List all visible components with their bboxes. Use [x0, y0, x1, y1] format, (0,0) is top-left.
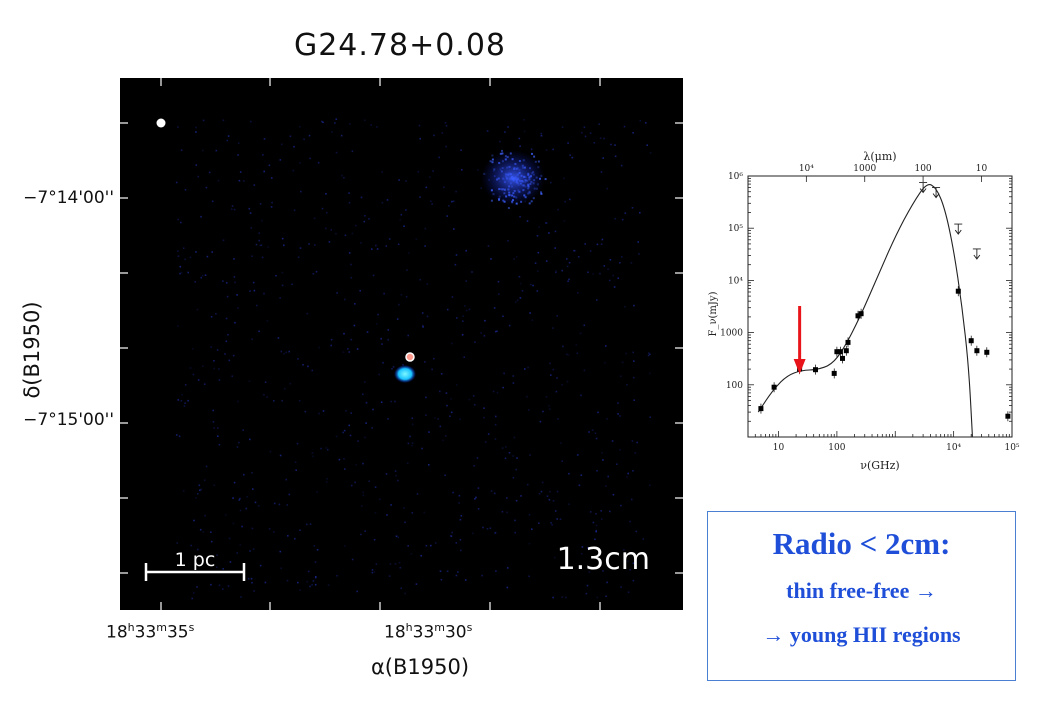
- northern-emission-blob: [481, 150, 545, 206]
- map-xlabel: α(B1950): [370, 655, 470, 679]
- sed-plot-frame: [747, 175, 1013, 438]
- ra-tick-label: 18h33m30s: [384, 621, 473, 643]
- beam-marker: [156, 118, 166, 128]
- map-title: G24.78+0.08: [293, 28, 507, 63]
- radio-map-panel: 1 pc 1.3cm: [120, 78, 683, 610]
- sed-y-tick-label: 10⁶: [728, 172, 743, 182]
- sed-upper-limit: [932, 187, 941, 199]
- sed-y-tick-label: 10⁴: [728, 276, 743, 286]
- ra-tick-label: 18h33m35s: [106, 621, 195, 643]
- sed-model-curve: [757, 184, 973, 438]
- sed-top-axis-label: λ(μm): [863, 150, 896, 163]
- sed-x-tick-label: 10: [773, 443, 785, 453]
- callout-line-2: → young HII regions: [762, 622, 961, 647]
- map-ylabel: δ(B1950): [20, 301, 44, 399]
- sed-top-tick-label: 10: [976, 164, 988, 174]
- sed-x-tick-label: 100: [828, 443, 845, 453]
- sed-top-tick-label: 100: [914, 164, 931, 174]
- dec-tick-label: −7°15'00'': [23, 410, 114, 430]
- dec-tick-label: −7°14'00'': [23, 188, 114, 208]
- scalebar-label: 1 pc: [175, 549, 216, 571]
- callout-line-1: thin free-free →: [786, 578, 937, 603]
- band-label: 1.3cm: [557, 542, 650, 577]
- compact-source-core: [394, 365, 416, 383]
- sed-top-tick-label: 1000: [853, 164, 876, 174]
- sed-upper-limit: [919, 182, 928, 194]
- radio-map: 1 pc 1.3cm: [120, 78, 683, 610]
- sed-upper-limit: [972, 248, 981, 260]
- sed-top-tick-label: 10⁴: [799, 164, 814, 174]
- sed-x-tick-label: 10⁴: [946, 443, 961, 453]
- red-arrow-head: [793, 359, 806, 374]
- callout-box: Radio < 2cm: thin free-free → → young HI…: [707, 511, 1016, 681]
- sed-y-tick-label: 1000: [720, 329, 743, 339]
- sed-chart: 10 100 10⁴ 10⁵ 100 1000 10⁴ 10⁵ 10⁶ 10⁴ 1000 100 10 …: [704, 146, 1026, 476]
- scale-bar: [144, 563, 246, 581]
- map-axis-ticks: [120, 78, 683, 610]
- sed-upper-limit: [954, 223, 963, 235]
- sed-y-tick-label: 10⁵: [728, 224, 743, 234]
- sed-xlabel: ν(GHz): [860, 459, 899, 472]
- sed-y-tick-label: 100: [726, 381, 743, 391]
- callout-heading: Radio < 2cm:: [772, 526, 951, 561]
- sed-ylabel: F_ν(mJy): [708, 291, 719, 336]
- compact-source-secondary: [405, 352, 415, 362]
- sed-x-tick-label: 10⁵: [1004, 443, 1019, 453]
